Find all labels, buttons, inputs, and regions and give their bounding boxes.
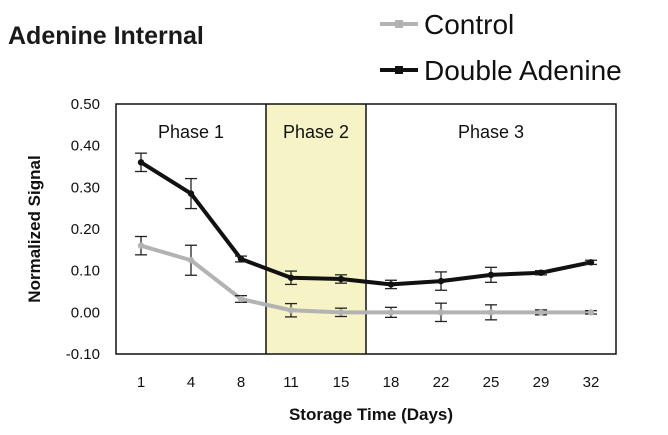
data-point-control bbox=[587, 309, 595, 316]
legend-item-double-adenine: Double Adenine bbox=[380, 55, 622, 86]
x-tick-label: 11 bbox=[283, 374, 299, 391]
data-point-double-adenine bbox=[487, 271, 495, 279]
x-tick-label: 22 bbox=[433, 374, 450, 391]
x-tick-label: 25 bbox=[483, 374, 500, 391]
legend-marker-control bbox=[395, 20, 403, 28]
y-tick-label: 0.00 bbox=[71, 304, 100, 321]
data-point-double-adenine bbox=[537, 269, 545, 276]
legend-label-control: Control bbox=[424, 9, 514, 40]
data-point-double-adenine bbox=[387, 281, 395, 288]
data-point-double-adenine bbox=[287, 274, 295, 281]
legend-marker-double-adenine bbox=[395, 66, 403, 74]
x-tick-label: 4 bbox=[187, 374, 195, 391]
data-point-control bbox=[537, 309, 545, 316]
phase-label-3: Phase 3 bbox=[458, 122, 524, 142]
plot-frame bbox=[115, 103, 617, 355]
data-point-double-adenine bbox=[187, 190, 195, 197]
x-tick-label: 29 bbox=[533, 374, 550, 391]
y-tick-label: 0.50 bbox=[71, 96, 100, 113]
data-point-double-adenine bbox=[337, 275, 345, 283]
phase-label-2: Phase 2 bbox=[283, 122, 349, 142]
data-point-control bbox=[137, 242, 145, 249]
y-tick-label: -0.10 bbox=[66, 346, 100, 363]
data-point-control bbox=[337, 309, 345, 316]
y-tick-label: 0.40 bbox=[71, 138, 100, 155]
series-line-control bbox=[140, 243, 591, 315]
data-point-control bbox=[187, 257, 195, 264]
y-tick-label: 0.20 bbox=[71, 221, 100, 238]
legend-label-double-adenine: Double Adenine bbox=[424, 55, 622, 86]
phase-label-1: Phase 1 bbox=[158, 122, 224, 142]
data-point-control bbox=[387, 309, 395, 316]
x-axis-title: Storage Time (Days) bbox=[289, 405, 453, 424]
x-tick-label: 32 bbox=[583, 374, 600, 391]
data-point-control bbox=[237, 295, 245, 303]
legend-item-control: Control bbox=[380, 9, 514, 40]
data-point-control bbox=[487, 309, 495, 316]
data-point-double-adenine bbox=[137, 159, 145, 166]
x-tick-label: 15 bbox=[333, 374, 350, 391]
x-tick-label: 8 bbox=[237, 374, 245, 391]
x-tick-label: 1 bbox=[137, 374, 145, 391]
x-tick-label: 18 bbox=[383, 374, 400, 391]
data-point-double-adenine bbox=[237, 255, 245, 263]
plot-area: Phase 1 Phase 2 Phase 3 0.50 0.40 0.30 0.20 0.1… bbox=[66, 96, 617, 391]
y-tick-label: 0.10 bbox=[71, 263, 100, 280]
data-point-control bbox=[287, 307, 295, 314]
data-point-double-adenine bbox=[437, 277, 445, 285]
series-line-double-adenine bbox=[139, 160, 592, 287]
chart-title: Adenine Internal bbox=[8, 22, 204, 50]
data-point-control bbox=[437, 309, 445, 316]
y-tick-label: 0.30 bbox=[71, 179, 100, 196]
y-axis-title: Normalized Signal bbox=[25, 155, 44, 302]
legend: Control Double Adenine bbox=[380, 9, 622, 86]
data-point-double-adenine bbox=[587, 259, 595, 266]
